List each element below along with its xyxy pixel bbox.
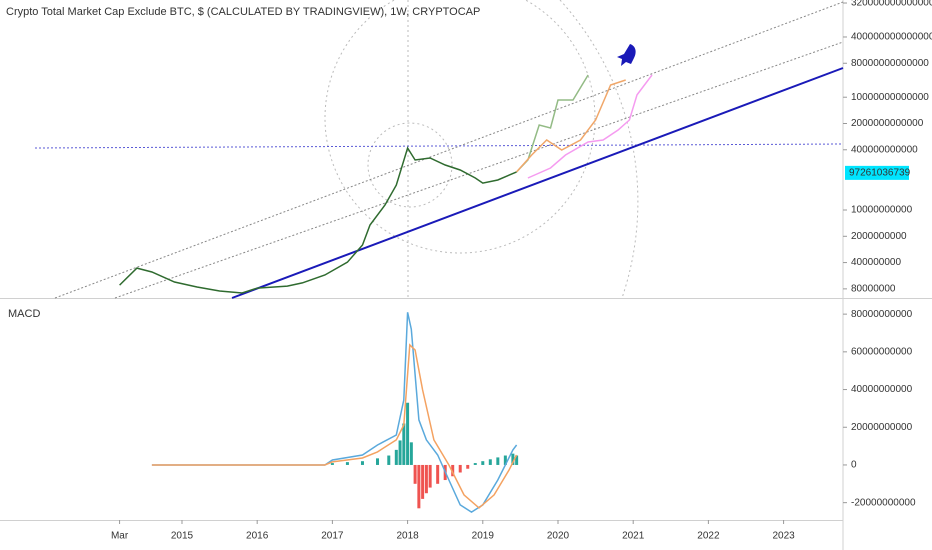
x-tick-label: 2015 (171, 531, 194, 542)
histogram-bar (398, 440, 402, 465)
fib-arc (559, 0, 639, 299)
y-tick-label: 400000000000000 (851, 32, 932, 43)
histogram-bar (515, 455, 519, 465)
fib-arc (324, 0, 596, 254)
y-tick-label: 10000000000 (851, 205, 913, 216)
histogram-bar (424, 464, 428, 494)
histogram-bar (473, 463, 477, 465)
x-tick-label: 2017 (321, 531, 344, 542)
drawings (34, 0, 844, 299)
histogram-bar (503, 455, 507, 465)
x-tick-label: 2016 (246, 531, 269, 542)
trend-line (231, 67, 844, 299)
y-tick-label: 0 (851, 460, 857, 471)
histogram-bar (330, 463, 334, 465)
y-tick-label: 2000000000 (851, 231, 907, 242)
y-tick-label: 400000000 (851, 257, 901, 268)
chart-title: Crypto Total Market Cap Exclude BTC, $ (… (6, 6, 480, 18)
histogram-bar (436, 464, 440, 484)
y-tick-label: 400000000000 (851, 144, 918, 155)
series-line (527, 74, 653, 179)
histogram-bar (451, 464, 455, 477)
histogram-bar (466, 464, 470, 469)
histogram-bar (394, 449, 398, 465)
x-tick-label: 2021 (622, 531, 645, 542)
y-tick-label: 3200000000000000 (851, 0, 932, 9)
histogram-bar (409, 442, 413, 465)
pane-title: MACD (8, 308, 40, 320)
y-tick-label: 60000000000 (851, 346, 913, 357)
histogram-bar (345, 462, 349, 465)
histogram-bar (458, 464, 462, 473)
histogram-bar (387, 455, 391, 465)
last-value-label: 97261036739 (849, 168, 911, 179)
y-tick-label: -20000000000 (851, 497, 916, 508)
channel-line (114, 41, 844, 299)
series-line (119, 146, 517, 294)
rocket-icon (617, 44, 636, 66)
histogram-bar (421, 464, 425, 499)
histogram-bar (481, 461, 485, 465)
histogram-bar (413, 464, 417, 484)
histogram-bar (496, 457, 500, 465)
histogram-bar (402, 423, 406, 465)
x-tick-label: 2018 (396, 531, 419, 542)
x-tick-label: 2023 (772, 531, 795, 542)
y-tick-label: 40000000000 (851, 384, 913, 395)
series-line (516, 79, 626, 173)
series-line (151, 343, 518, 509)
y-tick-label: 80000000000000 (851, 58, 929, 69)
histogram-bar (417, 464, 421, 509)
x-tick-label: Mar (111, 531, 129, 542)
histogram-bar (511, 453, 515, 465)
histogram-bar (406, 402, 410, 465)
histogram-bar (360, 461, 364, 465)
y-tick-label: 10000000000000 (851, 92, 929, 103)
fib-arc (367, 122, 453, 208)
histogram-bar (488, 459, 492, 465)
histogram-bar (376, 458, 380, 465)
y-tick-label: 80000000000 (851, 309, 913, 320)
y-tick-label: 80000000 (851, 283, 896, 294)
x-tick-label: 2020 (547, 531, 570, 542)
x-tick-label: 2022 (697, 531, 720, 542)
channel-line (54, 1, 844, 299)
last-value-badge (845, 165, 909, 180)
y-tick-label: 2000000000000 (851, 118, 924, 129)
x-tick-label: 2019 (472, 531, 495, 542)
histogram-bar (428, 464, 432, 488)
horizontal-line (34, 143, 844, 149)
y-tick-label: 20000000000 (851, 422, 913, 433)
